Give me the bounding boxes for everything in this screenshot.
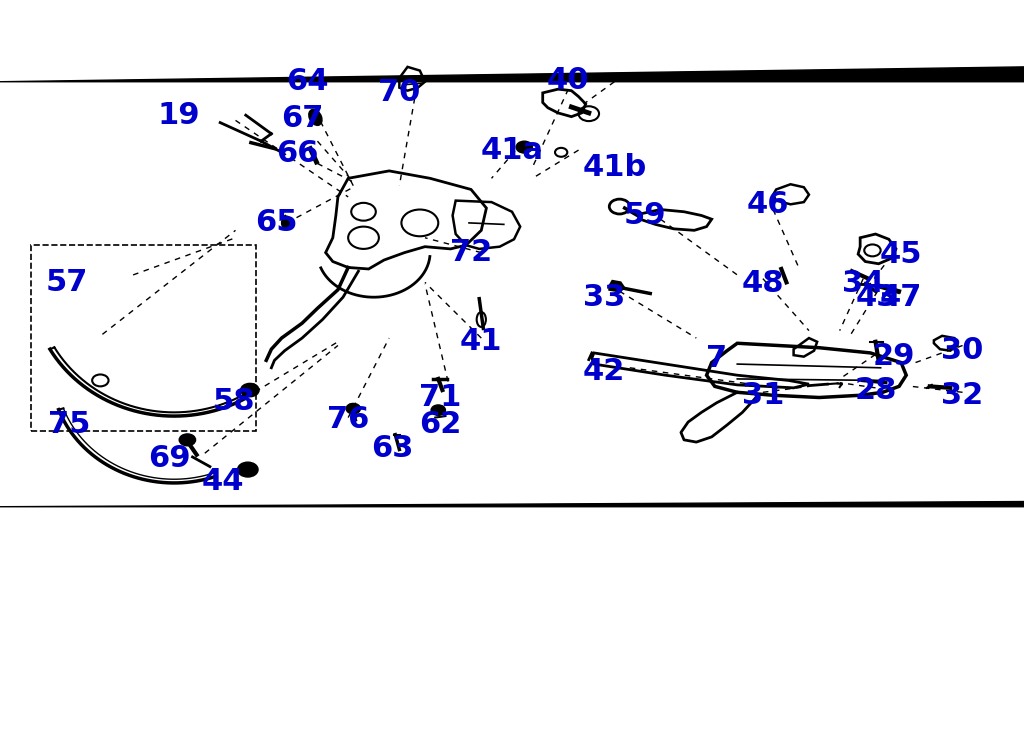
Bar xyxy=(31,245,256,431)
Text: 29: 29 xyxy=(872,342,915,372)
Text: 57: 57 xyxy=(45,267,88,297)
Text: 32: 32 xyxy=(941,380,984,410)
Text: 43: 43 xyxy=(855,282,898,312)
Text: 34: 34 xyxy=(842,269,885,299)
Text: 41a: 41a xyxy=(480,135,544,165)
Text: 41b: 41b xyxy=(583,152,646,182)
Text: 30: 30 xyxy=(941,336,984,366)
Circle shape xyxy=(346,403,360,414)
Text: 28: 28 xyxy=(854,375,897,405)
Text: 62: 62 xyxy=(419,410,462,440)
Text: 71: 71 xyxy=(419,383,462,412)
Text: 48: 48 xyxy=(741,269,784,299)
Text: 64: 64 xyxy=(286,67,329,97)
Text: 67: 67 xyxy=(281,104,324,134)
Text: 41: 41 xyxy=(460,327,503,357)
Text: 72: 72 xyxy=(450,238,493,267)
Circle shape xyxy=(238,462,258,477)
Text: 58: 58 xyxy=(212,386,255,416)
Circle shape xyxy=(431,405,445,415)
Circle shape xyxy=(241,383,259,397)
Text: 69: 69 xyxy=(147,444,190,473)
Text: 65: 65 xyxy=(255,208,298,238)
Text: 19: 19 xyxy=(158,100,201,130)
Text: 33: 33 xyxy=(583,282,626,312)
Text: 59: 59 xyxy=(624,201,667,230)
Text: 44: 44 xyxy=(202,467,245,496)
Circle shape xyxy=(179,434,196,446)
Text: 31: 31 xyxy=(741,380,784,410)
Text: 75: 75 xyxy=(48,410,91,440)
Text: 40: 40 xyxy=(547,65,590,95)
Text: 47: 47 xyxy=(880,282,923,312)
Circle shape xyxy=(516,141,532,153)
Text: 42: 42 xyxy=(583,357,626,386)
Polygon shape xyxy=(0,63,1024,82)
Text: 70: 70 xyxy=(378,78,421,108)
Text: 66: 66 xyxy=(275,139,318,169)
Ellipse shape xyxy=(282,216,292,230)
Polygon shape xyxy=(609,281,625,291)
Polygon shape xyxy=(0,490,1024,507)
Ellipse shape xyxy=(309,109,322,126)
Text: 7: 7 xyxy=(707,343,727,373)
Text: 76: 76 xyxy=(327,405,370,435)
Text: 63: 63 xyxy=(371,434,414,464)
Text: 45: 45 xyxy=(880,239,923,269)
Text: 46: 46 xyxy=(746,189,790,219)
